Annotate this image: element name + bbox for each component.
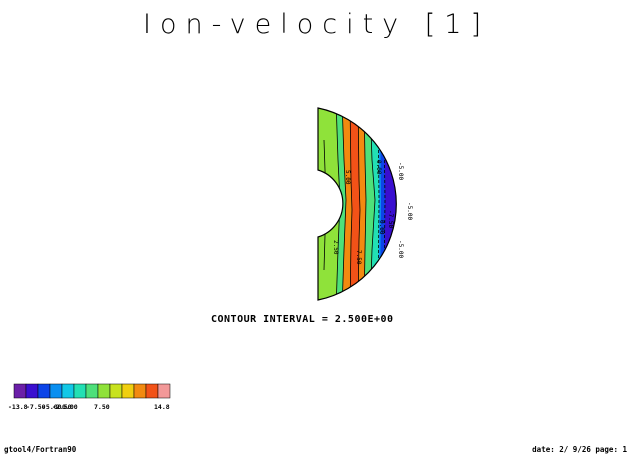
colorbar-swatch <box>25 383 39 399</box>
colorbar-swatch <box>121 383 135 399</box>
colorbar-tick-label: 0.00 <box>62 403 78 411</box>
colorbar-tick-label: 7.50 <box>94 403 110 411</box>
colorbar-tick-label: -7.50 <box>26 403 46 411</box>
colorbar-swatch <box>109 383 123 399</box>
colorbar: -13.8-7.50-5.00-2.500.00 7.50 14.8 <box>8 383 171 411</box>
contour-label: -5.00 <box>397 240 404 258</box>
colorbar-swatch <box>133 383 147 399</box>
colorbar-tick-label: -5.00 <box>42 403 62 411</box>
colorbar-swatch <box>49 383 63 399</box>
colorbar-swatch <box>61 383 75 399</box>
contour-label: -5.00 <box>397 162 404 180</box>
colorbar-swatch <box>145 383 159 399</box>
contour-label: 0.00 <box>375 160 382 175</box>
colorbar-tick-label: -13.8 <box>8 403 28 411</box>
colorbar-swatch <box>13 383 27 399</box>
colorbar-tick-label: 14.8 <box>154 403 170 411</box>
contour-label: 0.00 <box>378 220 385 235</box>
contour-label: -5.00 <box>406 202 413 220</box>
colorbar-swatch <box>37 383 51 399</box>
software-credit: gtool4/Fortran90 <box>4 445 77 454</box>
contour-label: 7.50 <box>355 250 362 265</box>
domain-boundary <box>317 107 397 301</box>
date-page-info: date: 2/ 9/26 page: 1 <box>532 445 627 454</box>
colorbar-tick-label: -2.50 <box>52 403 72 411</box>
colorbar-ticks: -13.8-7.50-5.00-2.500.00 7.50 14.8 <box>8 403 170 411</box>
colorbar-swatch <box>85 383 99 399</box>
chart-title: Ion-velocity [1] <box>143 9 490 40</box>
contour-label: -7.50 <box>387 210 394 228</box>
contour-plot: -5.00-5.00-5.00-7.500.000.005.002.507.50 <box>317 107 413 301</box>
colorbar-swatches <box>13 383 171 399</box>
colorbar-swatch <box>73 383 87 399</box>
colorbar-swatch <box>97 383 111 399</box>
contour-label: 2.50 <box>332 240 339 255</box>
colorbar-swatch <box>157 383 171 399</box>
contour-interval-label: CONTOUR INTERVAL = 2.500E+00 <box>211 314 394 325</box>
contour-labels: -5.00-5.00-5.00-7.500.000.005.002.507.50 <box>332 160 413 265</box>
contour-label: 5.00 <box>344 170 351 185</box>
